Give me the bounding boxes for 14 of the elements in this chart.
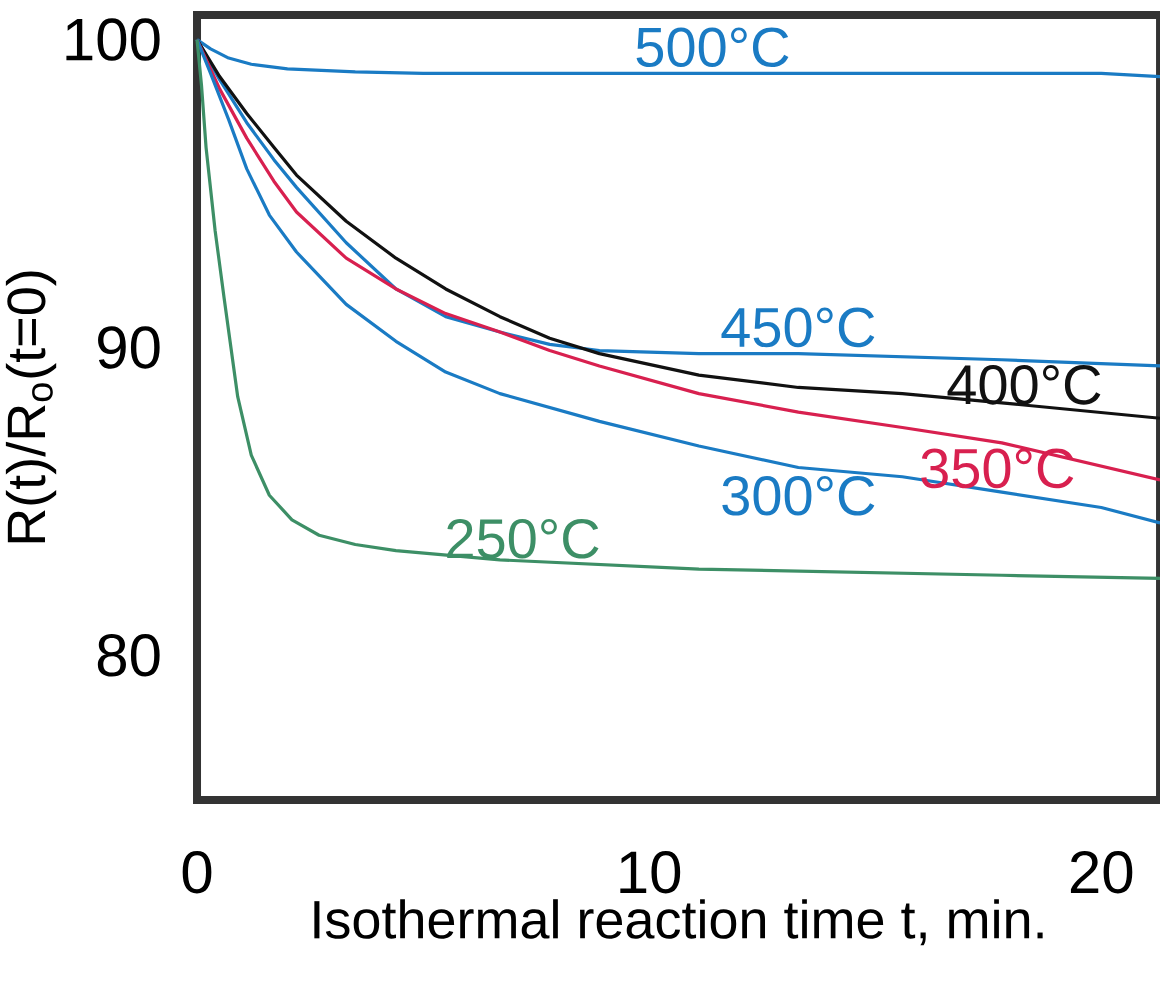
- series-label: 400°C: [947, 365, 1101, 405]
- x-tick-label: 20: [1070, 851, 1133, 894]
- y-tick-label: 90: [98, 326, 160, 369]
- series-label: 250°C: [447, 518, 599, 559]
- y-tick-label: 100: [66, 18, 160, 61]
- x-tick-label: 0: [182, 851, 212, 894]
- series-label: 450°C: [721, 307, 875, 348]
- series-label: 300°C: [722, 475, 875, 516]
- series-label: 500°C: [636, 27, 789, 68]
- y-tick-label: 80: [97, 634, 160, 677]
- y-axis-title: R(t)/R$_{o}$(t=0): [5, 271, 57, 543]
- series-label: 350°C: [921, 448, 1074, 489]
- x-tick-label: 10: [620, 851, 681, 894]
- x-axis-title: Isothermal reaction time t, min.: [314, 899, 1043, 946]
